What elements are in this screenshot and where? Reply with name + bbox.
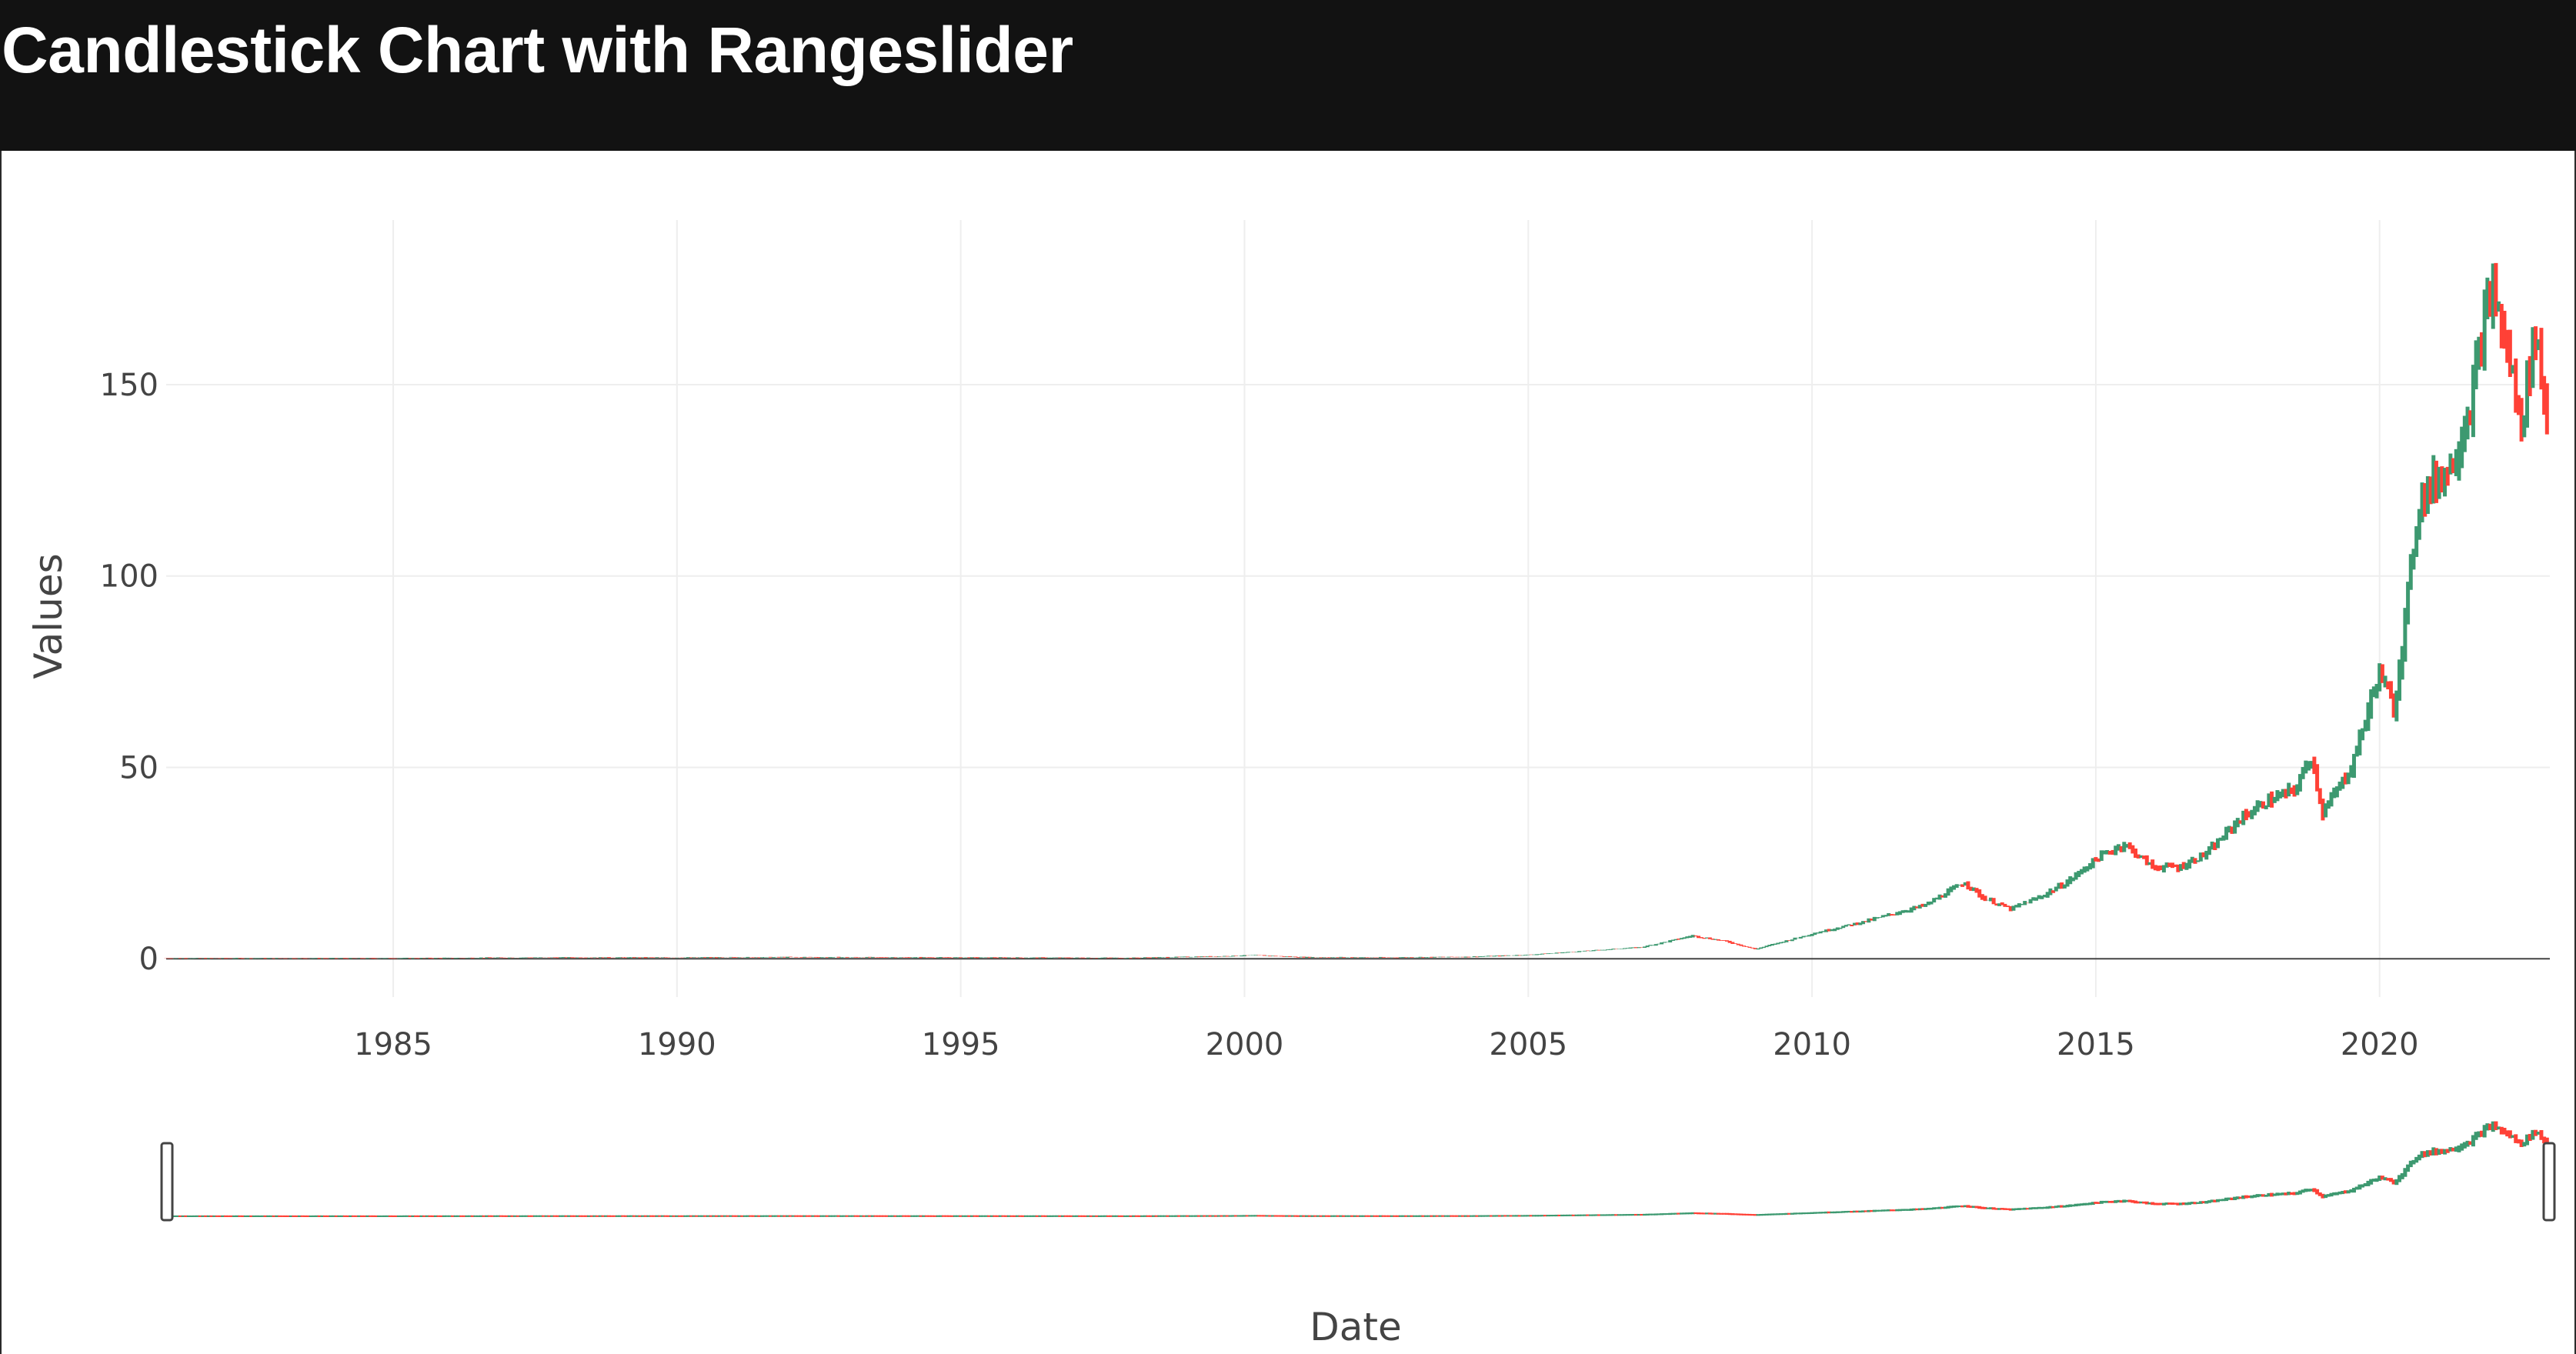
x-tick-label: 2010: [1773, 1027, 1851, 1062]
y-tick-label: 150: [100, 368, 158, 403]
chart-container: 0 50 100 150 1985 1990 1995 2000 2005 2010 2015 202…: [0, 151, 2576, 1354]
y-axis-title: Values: [26, 553, 71, 679]
x-tick-label: 2015: [2057, 1027, 2135, 1062]
x-axis-title: Date: [1310, 1305, 1402, 1349]
rangeslider-right-handle[interactable]: [2542, 1142, 2556, 1222]
x-tick-label: 2005: [1489, 1027, 1567, 1062]
x-tick-label: 1995: [922, 1027, 1000, 1062]
page-title: Candlestick Chart with Rangeslider: [2, 14, 1073, 86]
candlestick-chart[interactable]: 0 50 100 150 1985 1990 1995 2000 2005 2010 2015 202…: [2, 151, 2574, 1354]
y-tick-label: 50: [119, 750, 158, 785]
x-tick-label: 2000: [1206, 1027, 1284, 1062]
y-tick-label: 0: [139, 942, 158, 977]
x-tick-label: 1990: [638, 1027, 716, 1062]
rangeslider-series: [164, 1121, 2549, 1217]
header-bar: Candlestick Chart with Rangeslider: [0, 0, 2576, 151]
y-tick-label: 100: [100, 559, 158, 595]
x-tick-label: 1985: [354, 1027, 432, 1062]
rangeslider-left-handle[interactable]: [160, 1142, 174, 1222]
x-tick-label: 2020: [2341, 1027, 2419, 1062]
candlestick-series: [164, 262, 2549, 959]
